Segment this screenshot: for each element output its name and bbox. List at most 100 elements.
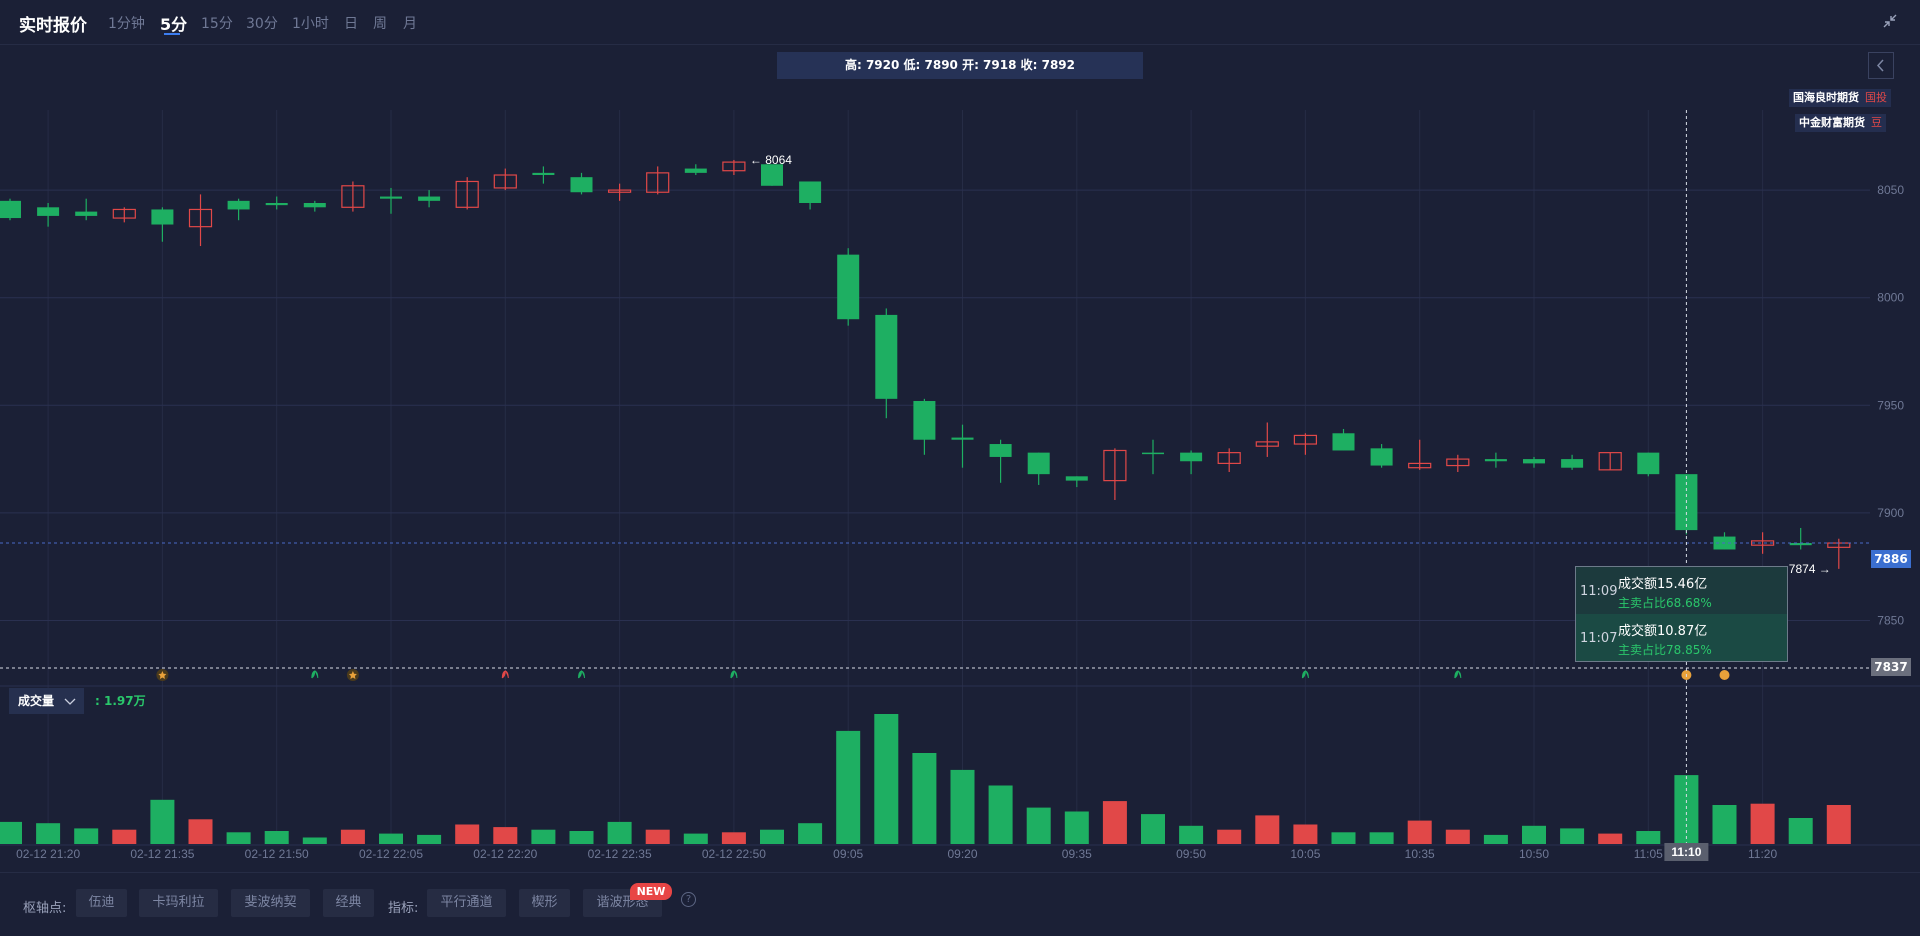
volume-bar (912, 753, 937, 844)
indicator-select[interactable]: 成交量 (9, 688, 84, 714)
flame-marker-icon (501, 670, 509, 679)
period-tab-30min[interactable]: 30分 (246, 16, 278, 32)
candle-body (607, 189, 632, 193)
indicator-label: 指标: (388, 901, 419, 916)
volume-bar (988, 785, 1013, 844)
candle-body (1293, 434, 1318, 445)
volume-bar (1522, 825, 1546, 844)
candle-body (341, 185, 365, 208)
tooltip-time: 11:09 (1580, 584, 1618, 599)
help-icon[interactable]: ? (681, 892, 696, 907)
volume-bar (1483, 834, 1508, 844)
indicator-button-wedge[interactable]: 楔形 (519, 889, 570, 917)
pivot-button-camarilla[interactable]: 卡玛利拉 (139, 889, 218, 917)
broker-tag-suffix: 豆 (1871, 116, 1882, 129)
leaf-shape (1454, 670, 1462, 679)
period-tab-15min[interactable]: 15分 (201, 16, 233, 32)
time-tick-label: 10:50 (1519, 847, 1549, 861)
candle-body (1637, 452, 1660, 475)
time-tick-label: 10:35 (1405, 847, 1435, 861)
star-marker-icon (346, 669, 359, 681)
period-tab-1min[interactable]: 1分钟 (108, 16, 145, 32)
volume-bar (493, 827, 518, 844)
pivot-button-fibonacci[interactable]: 斐波纳契 (231, 889, 310, 917)
volume-bar (188, 819, 213, 844)
low-price-label: 7874 → (1789, 562, 1831, 576)
tooltip-ratio: 主卖占比78.85% (1618, 643, 1712, 657)
volume-bar (226, 832, 251, 844)
candle-body (1750, 540, 1775, 546)
tooltip-row: 11:09 成交额15.46亿 主卖占比68.68% (1576, 567, 1787, 614)
volume-bar (302, 837, 327, 844)
volume-bar (1331, 832, 1356, 844)
volume-bar (1598, 833, 1623, 844)
time-tick-label: 09:50 (1176, 847, 1206, 861)
period-tab-1hour[interactable]: 1小时 (292, 16, 329, 32)
volume-bar (379, 833, 403, 844)
candle-body (875, 314, 898, 399)
leaf-shape (730, 670, 738, 679)
time-tick-label: 02-12 22:35 (588, 847, 652, 861)
time-tick-label: 02-12 21:20 (16, 847, 80, 861)
candle-body (913, 400, 936, 440)
candle-body (761, 164, 783, 186)
candle-body (799, 181, 822, 203)
candle-body (1789, 543, 1812, 546)
volume-bar (0, 821, 22, 844)
candlestick-chart[interactable]: 8050 8000 7950 7900 7850 02-12 21:20 02-12 21… (0, 0, 1920, 870)
time-tick-label: 09:05 (833, 847, 863, 861)
page-title: 实时报价 (19, 16, 87, 36)
candle-body (151, 209, 174, 225)
period-tab-5min[interactable]: 5分 (160, 15, 188, 34)
indicator-select-label: 成交量 (18, 694, 55, 708)
volume-bar (683, 833, 708, 844)
flame-shape (501, 670, 509, 679)
candle-body (532, 172, 555, 176)
volume-bar (36, 823, 61, 844)
leaf-shape (311, 670, 319, 679)
volume-bar (340, 829, 365, 844)
candle-body (1180, 452, 1203, 462)
candle-body (188, 208, 213, 228)
volume-bar (1064, 811, 1089, 844)
period-tab-week[interactable]: 周 (373, 16, 387, 32)
time-tick-label: 09:20 (947, 847, 977, 861)
price-tick-label: 7900 (1877, 506, 1904, 520)
candle-body (1370, 448, 1393, 466)
volume-bar (1636, 831, 1661, 844)
pivot-button-woodie[interactable]: 伍迪 (76, 889, 127, 917)
last-price-badge: 7886 (1871, 550, 1911, 568)
candle-body (1027, 452, 1050, 475)
period-tab-day[interactable]: 日 (344, 16, 358, 32)
candle-body (380, 196, 402, 199)
chevron-left-icon (1876, 59, 1884, 72)
pivot-button-classic[interactable]: 经典 (323, 889, 374, 917)
period-tab-month[interactable]: 月 (403, 16, 417, 32)
collapse-panel-button[interactable] (1868, 52, 1894, 79)
candle-body (418, 196, 441, 201)
candle-body (684, 168, 707, 173)
coin-shape (1719, 670, 1730, 680)
price-tick-label: 7950 (1877, 398, 1904, 412)
leaf-shape (578, 670, 585, 679)
leaf-marker-icon (730, 670, 738, 679)
new-badge: NEW (630, 883, 672, 900)
crosshair-time-badge (1664, 843, 1709, 861)
candle-body (265, 202, 288, 206)
leaf-shape (1301, 670, 1309, 679)
ohlc-summary: 高: 7920 低: 7890 开: 7918 收: 7892 (777, 52, 1143, 79)
tooltip-ratio: 主卖占比68.68% (1618, 596, 1712, 610)
volume-bar (836, 730, 861, 844)
shrink-icon[interactable] (1882, 13, 1898, 29)
candle-body (1408, 462, 1432, 469)
broker-tag-guohai[interactable]: 国海良时期货 国投 (1789, 89, 1891, 107)
volume-bar (569, 831, 594, 844)
time-tick-label: 02-12 21:35 (130, 847, 194, 861)
candle-body (1598, 452, 1622, 471)
volume-bar (874, 714, 899, 844)
broker-tag-zhongjin[interactable]: 中金财富期货豆 (1795, 114, 1886, 132)
indicator-button-parallel-channel[interactable]: 平行通道 (427, 889, 506, 917)
volume-bar (531, 829, 556, 844)
time-tick-label: 11:05 (1634, 847, 1663, 861)
candle-body (1142, 452, 1164, 455)
